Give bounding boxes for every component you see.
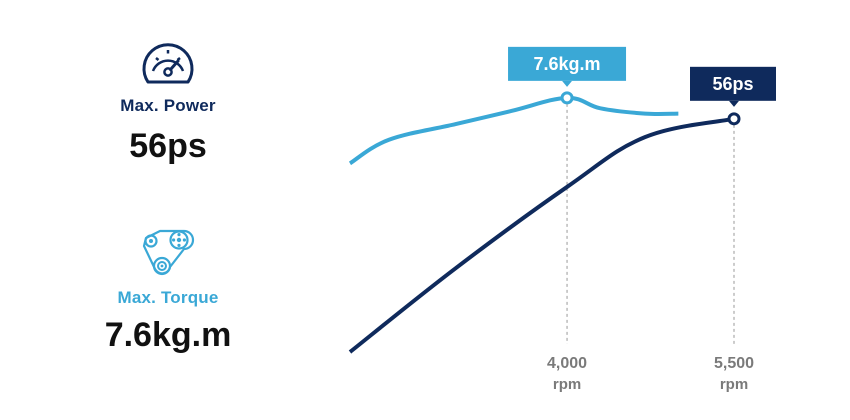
torque-peak-callout-pointer [562,80,573,87]
power-peak-callout [690,66,776,101]
max-power-value: 56ps [129,127,207,165]
torque-peak-marker [560,91,574,105]
max-power-label: Max. Power [120,96,216,115]
pulley-belt-icon [142,229,195,276]
power-curve [348,116,735,354]
speedometer-icon [142,43,194,84]
power-peak-label: 56ps [712,74,753,94]
max-torque-value: 7.6kg.m [104,316,232,354]
x-tick-value: 4,000 [547,355,587,372]
power-peak-callout-pointer [729,100,739,107]
x-tick-unit: rpm [553,376,581,393]
torque-curve [348,95,679,166]
torque-peak-label: 7.6kg.m [534,54,601,74]
x-tick-unit: rpm [720,376,748,393]
torque-peak-callout [508,46,627,81]
max-power-spec: Max. Power 56ps [88,38,248,166]
power-peak-marker [727,112,741,126]
x-tick-value: 5,500 [714,355,754,372]
max-torque-spec: Max. Torque 7.6kg.m [88,226,248,355]
max-torque-label: Max. Torque [117,288,219,307]
